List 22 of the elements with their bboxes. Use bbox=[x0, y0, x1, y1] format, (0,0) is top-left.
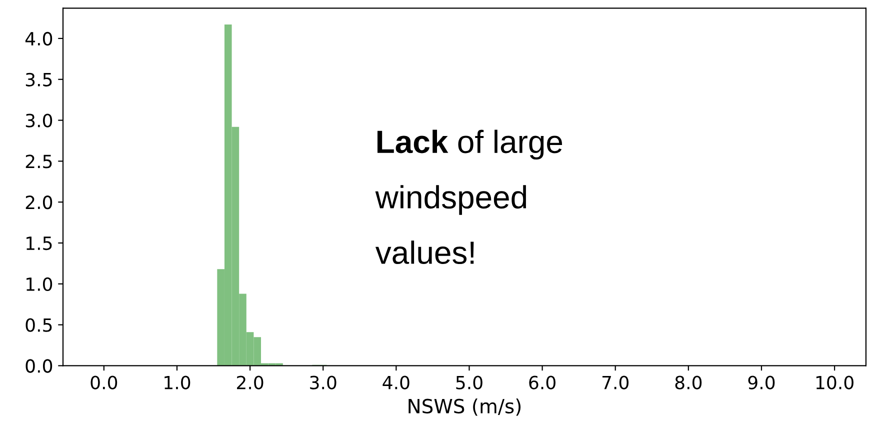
x-tick-label: 7.0 bbox=[602, 376, 629, 390]
x-tick-label: 9.0 bbox=[748, 376, 775, 390]
x-tick-label: 8.0 bbox=[675, 376, 702, 390]
x-tick-label: 0.0 bbox=[90, 376, 118, 390]
x-axis-title: NSWS (m/s) bbox=[408, 398, 521, 416]
y-tick-label: 3.0 bbox=[26, 114, 52, 128]
y-tick-label: 0.5 bbox=[26, 318, 52, 332]
y-tick-label: 2.0 bbox=[26, 196, 52, 210]
annotation: Lack of large windspeed values! bbox=[375, 130, 562, 264]
y-tick-label: 4.0 bbox=[25, 32, 52, 46]
x-tick-label: 3.0 bbox=[310, 376, 336, 390]
y-tick-label: 3.5 bbox=[26, 72, 52, 86]
x-tick-label: 10.0 bbox=[816, 376, 854, 390]
x-tick-label: 5.0 bbox=[456, 376, 482, 390]
x-tick-label: 4.0 bbox=[382, 376, 410, 390]
y-tick-label: 0.0 bbox=[26, 359, 52, 373]
y-tick-label: 1.0 bbox=[26, 277, 52, 292]
x-tick-label: 6.0 bbox=[529, 376, 556, 390]
y-tick-label: 1.5 bbox=[26, 236, 52, 250]
x-tick-label: 1.0 bbox=[164, 376, 190, 390]
x-tick-label: 2.0 bbox=[237, 376, 264, 390]
y-tick-label: 2.5 bbox=[26, 154, 52, 168]
